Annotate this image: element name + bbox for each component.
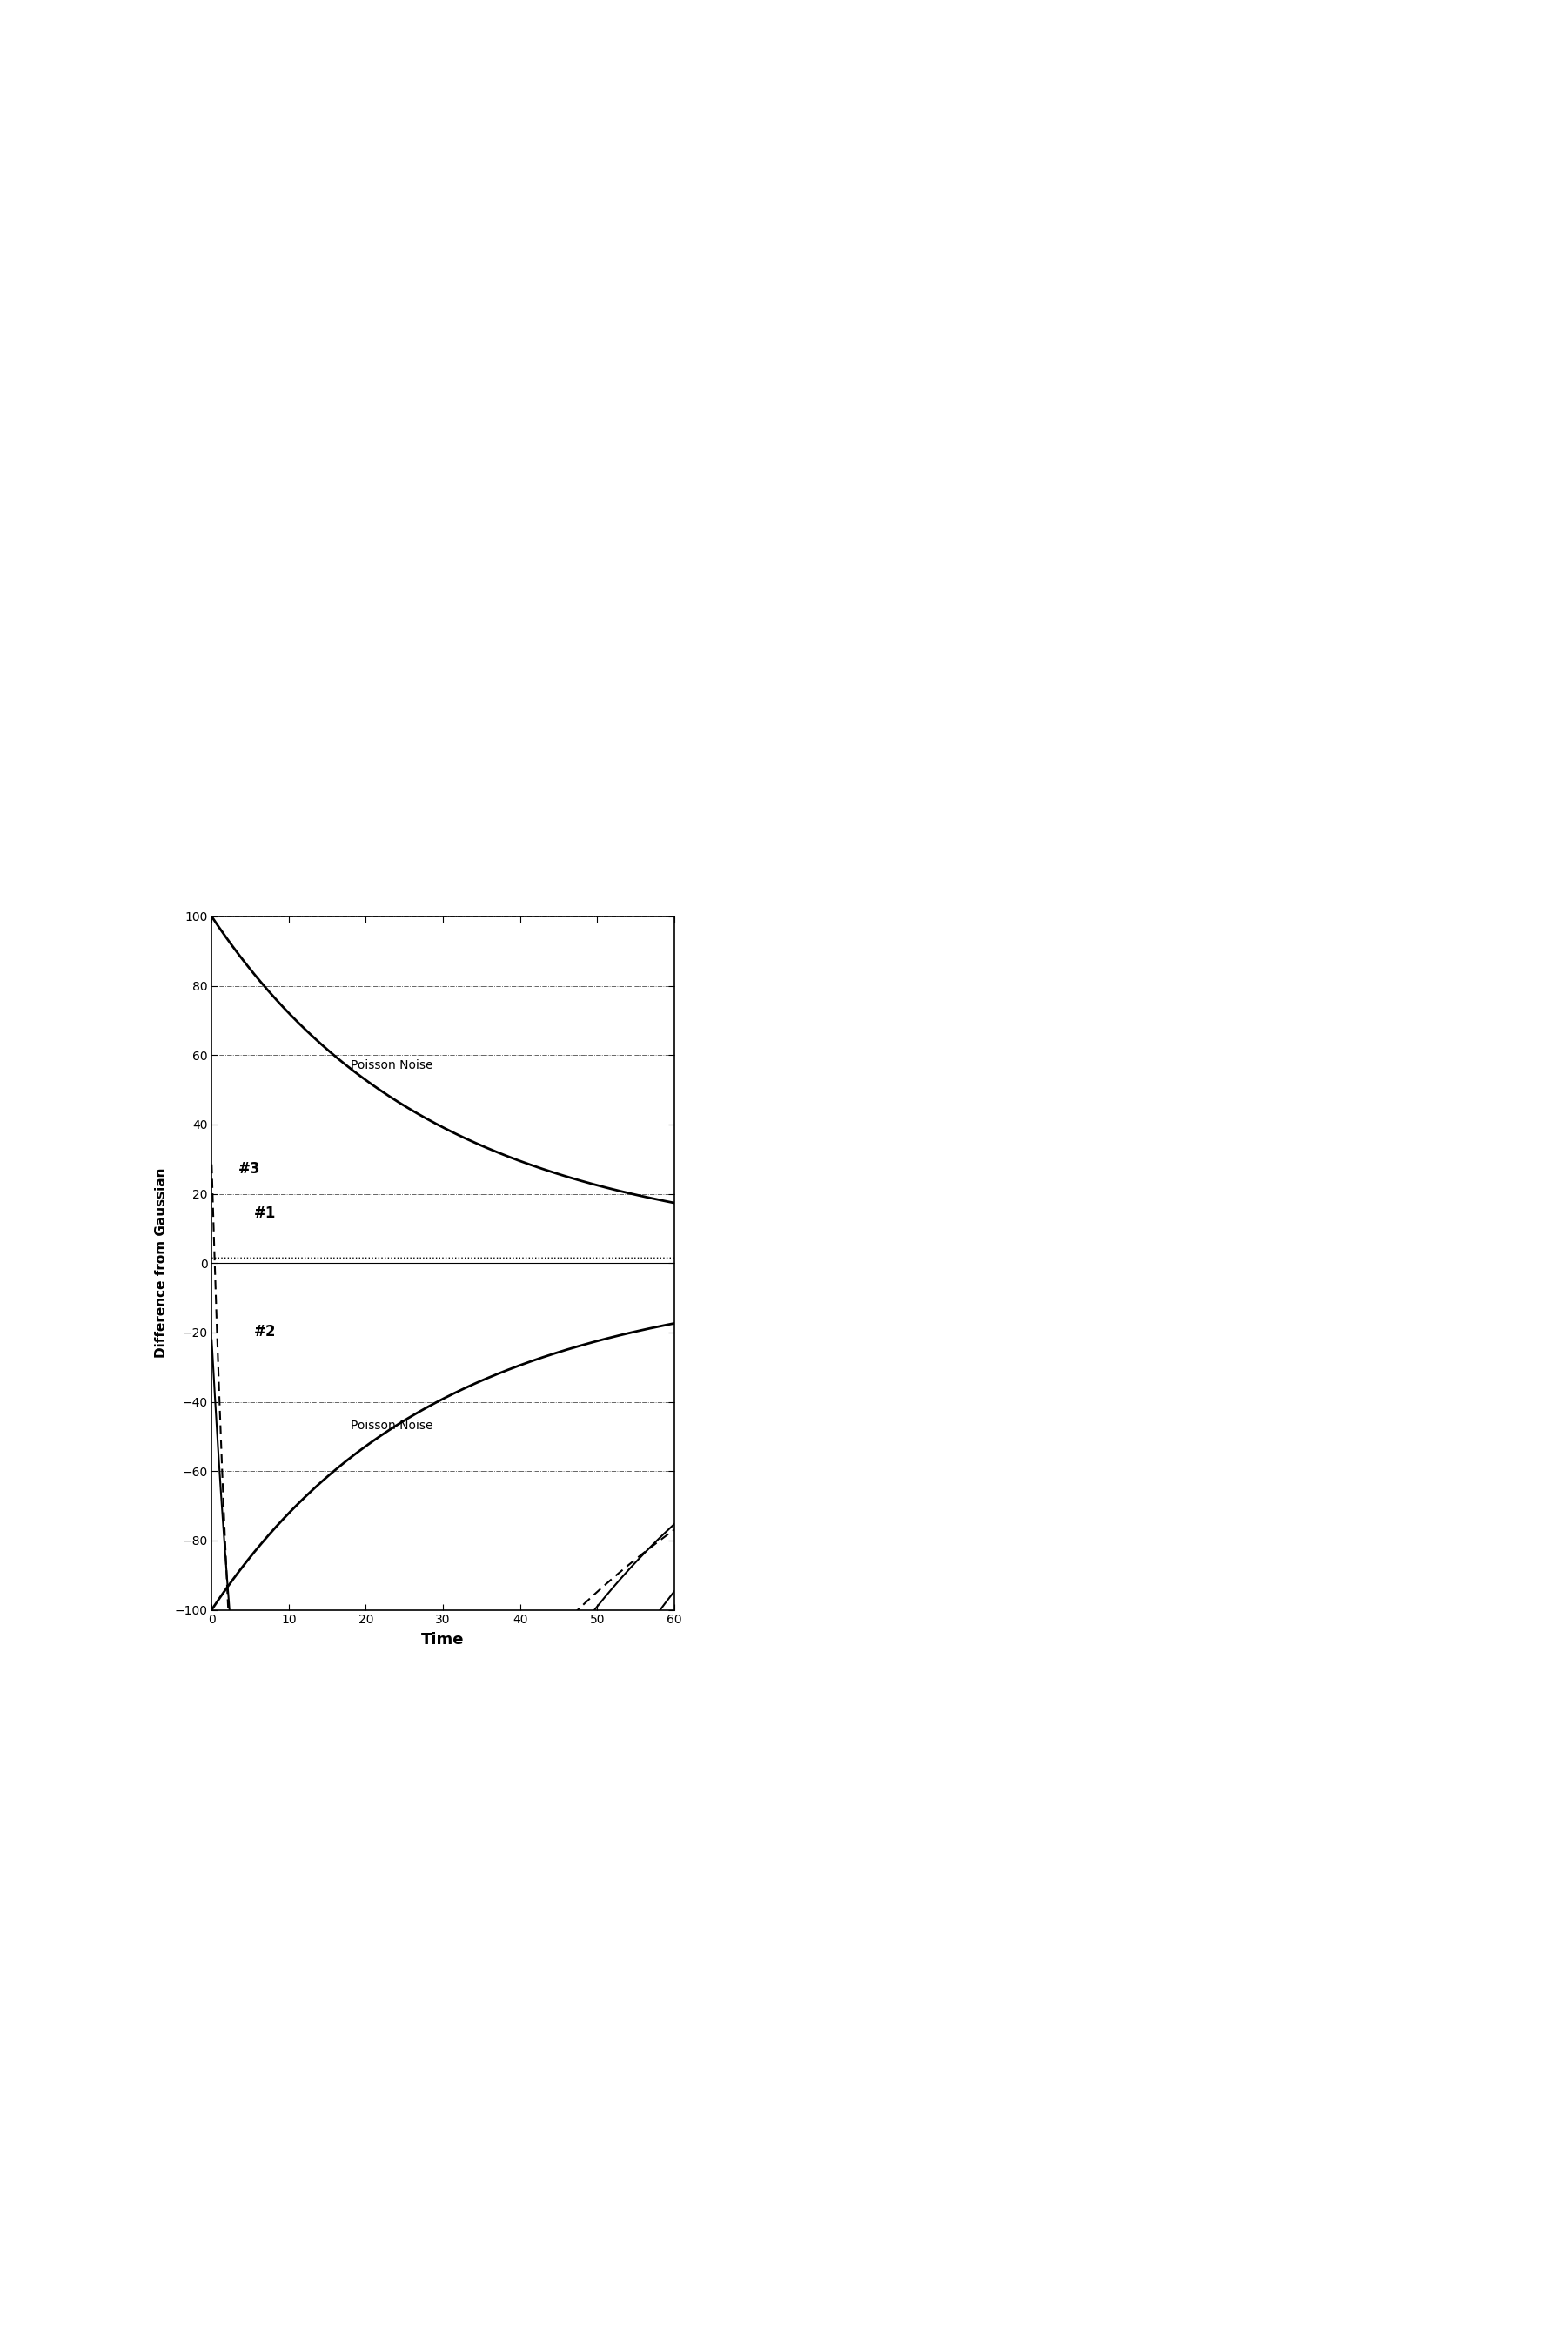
X-axis label: Time: Time (422, 1633, 464, 1647)
Text: #2: #2 (254, 1323, 276, 1340)
Text: Poisson Noise: Poisson Noise (351, 1419, 433, 1431)
Y-axis label: Difference from Gaussian: Difference from Gaussian (155, 1168, 168, 1358)
Text: Poisson Noise: Poisson Noise (351, 1060, 433, 1072)
Text: #1: #1 (254, 1206, 276, 1222)
Text: #3: #3 (238, 1161, 260, 1177)
